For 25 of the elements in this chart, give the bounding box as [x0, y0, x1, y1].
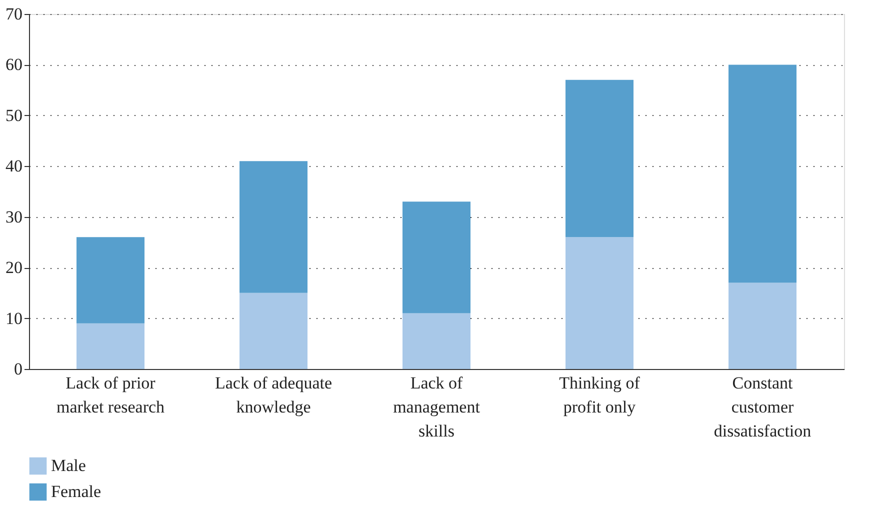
bar [76, 237, 144, 324]
bar [728, 282, 796, 369]
bar [402, 313, 470, 369]
bar [240, 292, 308, 369]
bar [240, 161, 308, 293]
bar [76, 323, 144, 369]
x-tick-label: Constant customer dissatisfaction [714, 374, 812, 440]
bar [728, 64, 796, 283]
x-tick-label: Lack of prior market research [56, 374, 166, 416]
x-tick-label: Lack of management skills [393, 374, 480, 440]
x-tick-label: Lack of adequate knowledge [214, 374, 332, 416]
y-tick-label: 40 [6, 156, 22, 176]
y-tick-label: 0 [14, 360, 22, 378]
y-tick-label: 10 [6, 308, 22, 328]
y-tick-label: 70 [6, 4, 22, 24]
bar [566, 80, 634, 238]
y-tick-label: 30 [6, 207, 22, 226]
legend-label: Female [51, 482, 102, 501]
x-tick-label: Thinking of profit only [559, 374, 640, 416]
bar [566, 237, 634, 369]
y-tick-label: 60 [6, 55, 22, 74]
y-tick-label: 50 [6, 106, 22, 125]
y-tick-label: 20 [6, 258, 22, 278]
legend-label: Male [51, 456, 86, 475]
bar [402, 202, 470, 314]
